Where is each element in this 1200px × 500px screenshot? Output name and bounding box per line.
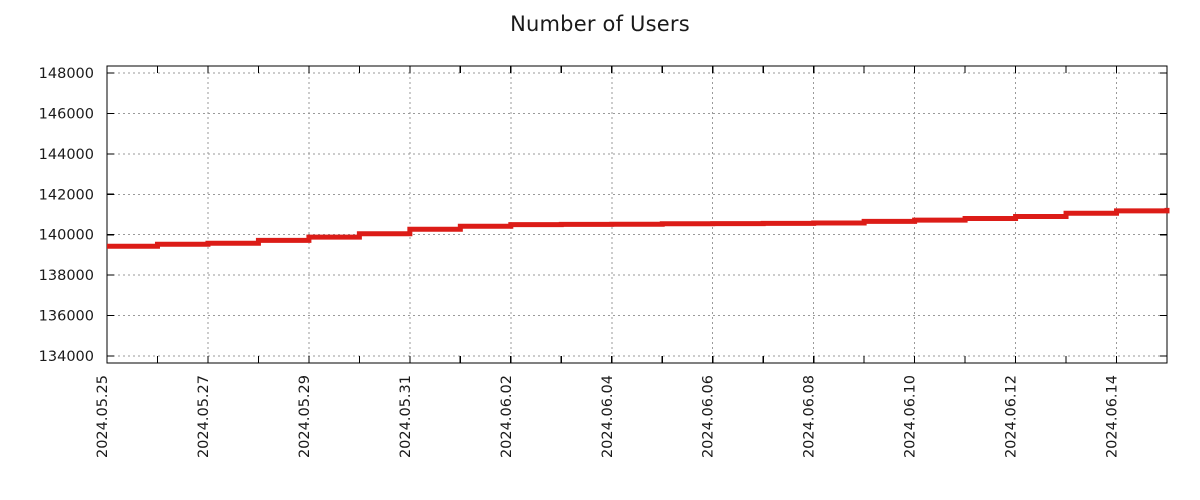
svg-text:2024.06.08: 2024.06.08	[802, 375, 818, 458]
svg-text:2024.05.27: 2024.05.27	[196, 375, 212, 458]
plot-frame	[106, 65, 1168, 364]
x-gridlines	[106, 67, 1118, 362]
chart-title: Number of Users	[510, 12, 690, 36]
svg-text:148000: 148000	[39, 66, 94, 82]
svg-text:2024.06.04: 2024.06.04	[600, 375, 616, 458]
svg-text:2024.06.10: 2024.06.10	[903, 375, 919, 458]
svg-text:2024.05.29: 2024.05.29	[297, 375, 313, 458]
svg-text:2024.05.25: 2024.05.25	[95, 375, 111, 458]
svg-text:144000: 144000	[39, 147, 94, 163]
svg-text:142000: 142000	[39, 187, 94, 203]
y-tick-marks	[107, 72, 1167, 357]
data-series-group	[107, 207, 1170, 249]
x-tick-marks	[106, 66, 1168, 363]
svg-text:146000: 146000	[39, 106, 94, 122]
svg-text:136000: 136000	[39, 309, 94, 325]
svg-text:2024.06.12: 2024.06.12	[1004, 375, 1020, 458]
svg-text:138000: 138000	[39, 268, 94, 284]
svg-text:2024.06.02: 2024.06.02	[499, 375, 515, 458]
svg-text:2024.06.06: 2024.06.06	[701, 375, 717, 458]
y-axis-tick-labels: 134000 136000 138000 140000 142000 144000 1460…	[39, 66, 94, 365]
svg-text:134000: 134000	[39, 349, 94, 365]
svg-text:2024.05.31: 2024.05.31	[398, 375, 414, 458]
y-gridlines	[108, 72, 1166, 357]
x-axis-tick-labels: 2024.05.25 2024.05.27 2024.05.29 2024.05.31…	[95, 375, 1121, 458]
svg-text:140000: 140000	[39, 228, 94, 244]
svg-text:2024.06.14: 2024.06.14	[1105, 375, 1121, 458]
